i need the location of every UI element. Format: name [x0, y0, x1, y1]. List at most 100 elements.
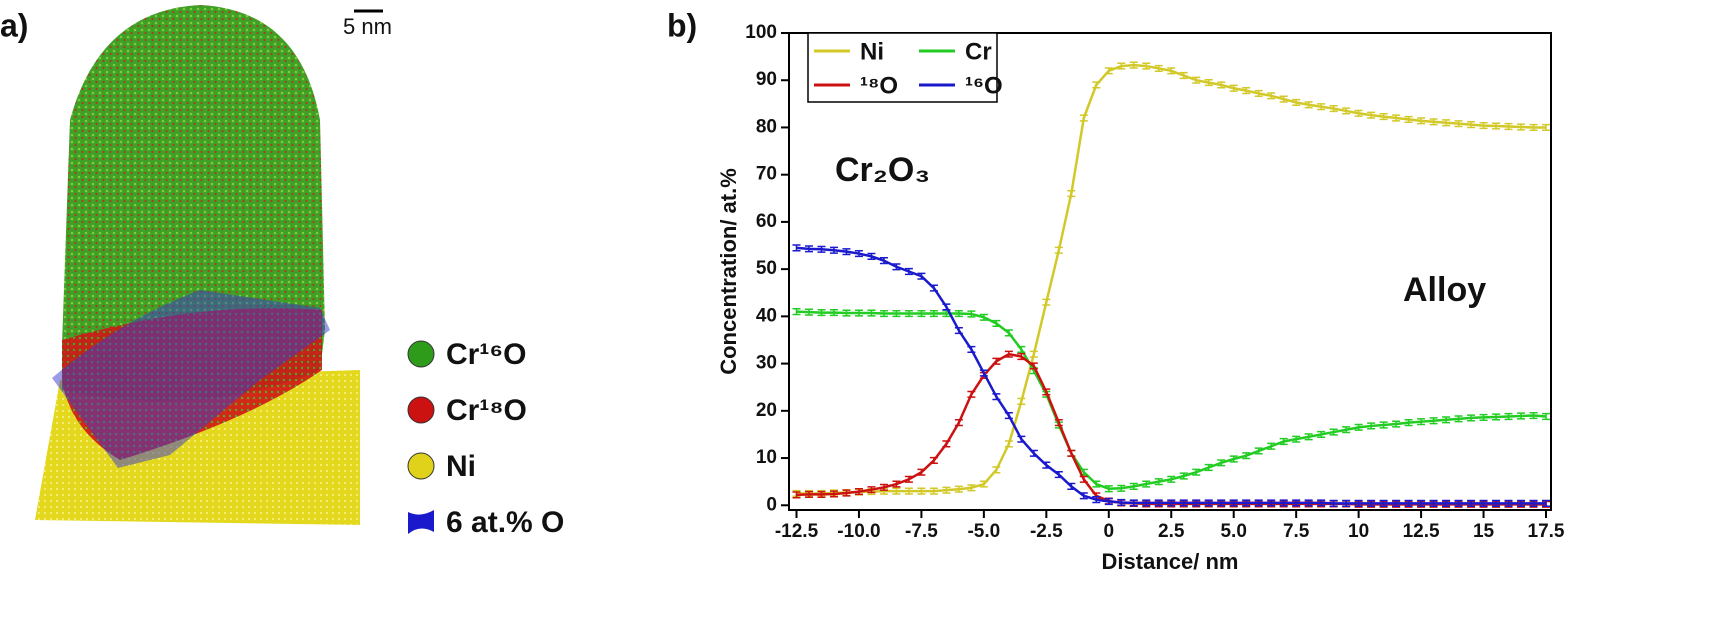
- error-bar: [804, 245, 813, 253]
- error-bar: [1092, 81, 1101, 89]
- error-bar: [1479, 121, 1488, 130]
- error-bar: [892, 309, 901, 318]
- error-bar: [792, 308, 801, 316]
- error-bar: [1442, 499, 1451, 507]
- error-bar: [1004, 350, 1013, 358]
- error-bar: [1179, 472, 1188, 480]
- error-bar: [1267, 92, 1276, 100]
- error-bar: [954, 419, 963, 427]
- error-bar: [992, 393, 1001, 401]
- y-tick-label: 100: [745, 22, 777, 43]
- legend-box: [807, 32, 998, 103]
- error-bar: [1454, 120, 1463, 128]
- error-bar: [1004, 329, 1013, 337]
- error-bar: [1367, 422, 1376, 430]
- annotation: Cr₂O₃: [835, 151, 930, 189]
- error-bar: [1304, 499, 1313, 507]
- error-bar: [1392, 499, 1401, 507]
- error-bar: [904, 267, 913, 276]
- error-bar: [967, 310, 976, 318]
- error-bar: [829, 490, 838, 498]
- error-bar: [929, 309, 938, 318]
- error-bar: [829, 246, 838, 254]
- error-bar: [1529, 411, 1538, 420]
- error-bar: [1017, 435, 1026, 443]
- error-bar: [1154, 478, 1163, 486]
- y-tick-label: 60: [756, 211, 777, 232]
- error-bar: [1542, 499, 1550, 507]
- error-bar: [1404, 419, 1413, 427]
- error-bar: [929, 487, 938, 495]
- y-tick-label: 90: [756, 69, 777, 90]
- panel-label: b): [667, 7, 697, 43]
- error-bar: [817, 490, 826, 498]
- error-bar: [992, 357, 1001, 365]
- error-bar: [1292, 98, 1301, 107]
- error-bar: [1067, 189, 1076, 198]
- error-bar: [1317, 103, 1326, 111]
- error-bar: [954, 485, 963, 493]
- error-bar: [1067, 482, 1076, 490]
- error-bar: [1217, 459, 1226, 467]
- error-bar: [1142, 62, 1151, 70]
- error-bar: [1417, 418, 1426, 426]
- error-bar: [992, 466, 1001, 474]
- y-tick-label: 50: [756, 258, 777, 279]
- error-bar: [1004, 440, 1013, 448]
- annotation: Alloy: [1403, 271, 1486, 309]
- error-bar: [1354, 499, 1363, 507]
- error-bar: [1029, 350, 1038, 358]
- series-line: [796, 310, 1547, 491]
- legend-label: ¹⁶O: [965, 72, 1003, 99]
- x-tick-label: 5.0: [1220, 521, 1246, 542]
- error-bar: [1054, 470, 1063, 479]
- error-bar: [929, 456, 938, 464]
- error-bar: [1042, 298, 1051, 306]
- error-bar: [1292, 435, 1301, 443]
- error-bar: [1379, 499, 1388, 507]
- error-bar: [1454, 499, 1463, 507]
- error-bar: [1242, 452, 1251, 460]
- reconstruction: [35, 5, 383, 525]
- error-bar: [842, 309, 851, 317]
- y-tick-label: 70: [756, 164, 777, 185]
- error-bar: [1479, 499, 1488, 507]
- legend-swatch: [408, 510, 434, 534]
- error-bar: [1254, 499, 1263, 507]
- error-bar: [1442, 416, 1451, 424]
- error-bar: [1017, 352, 1026, 361]
- error-bar: [892, 480, 901, 488]
- error-bar: [1417, 499, 1426, 507]
- y-tick-label: 0: [766, 494, 777, 515]
- x-tick-label: -12.5: [775, 521, 819, 542]
- error-bar: [979, 313, 988, 321]
- error-bar: [1404, 115, 1413, 124]
- x-tick-label: 17.5: [1528, 521, 1565, 542]
- error-bar: [1242, 499, 1251, 507]
- error-bar: [1267, 499, 1276, 507]
- error-bar: [1504, 412, 1513, 421]
- error-bar: [1529, 123, 1538, 132]
- error-bar: [1467, 499, 1476, 507]
- error-bar: [1429, 499, 1438, 507]
- error-bar: [1217, 499, 1226, 507]
- error-bar: [854, 309, 863, 317]
- error-bar: [1204, 499, 1213, 507]
- error-bar: [1092, 496, 1101, 504]
- error-bar: [1154, 499, 1163, 507]
- legend-label: Cr¹⁶O: [446, 338, 526, 371]
- error-bar: [1192, 468, 1201, 476]
- error-bar: [942, 486, 951, 494]
- error-bar: [1304, 101, 1313, 109]
- error-bar: [942, 303, 951, 311]
- error-bar: [1229, 455, 1238, 463]
- error-bar: [1067, 449, 1076, 457]
- legend-label: Cr: [965, 38, 992, 65]
- error-bar: [1167, 499, 1176, 507]
- error-bar: [1329, 428, 1338, 436]
- error-bar: [792, 244, 801, 252]
- error-bar: [1117, 484, 1126, 492]
- error-bar: [879, 257, 888, 265]
